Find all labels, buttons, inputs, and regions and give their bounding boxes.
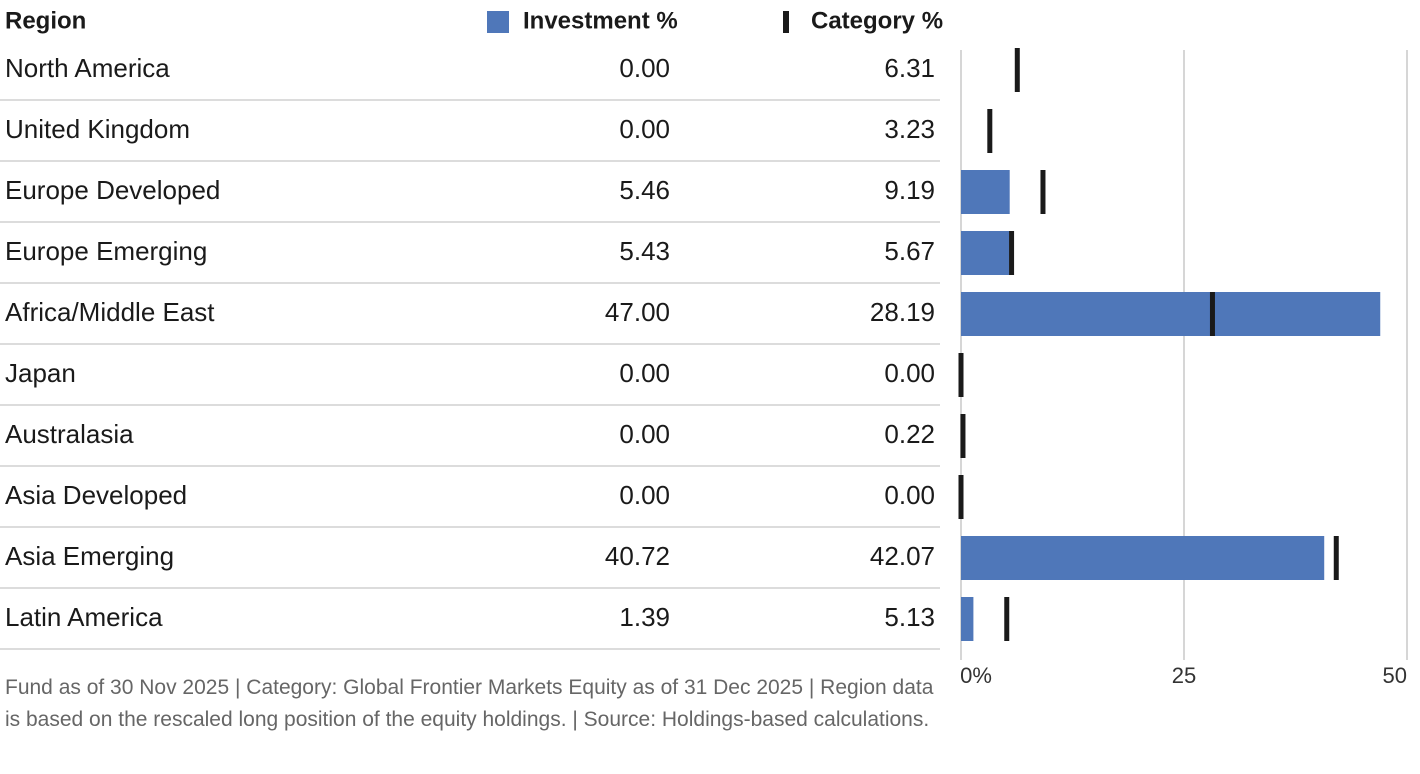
category-marker — [987, 109, 993, 153]
x-tick-label: 0% — [960, 663, 992, 688]
row-label: Asia Developed — [5, 480, 187, 510]
investment-value: 1.39 — [619, 602, 670, 632]
category-value: 0.22 — [884, 419, 935, 449]
investment-value: 0.00 — [619, 53, 670, 83]
row-label: Japan — [5, 358, 76, 388]
legend-swatch — [487, 11, 509, 33]
category-value: 9.19 — [884, 175, 935, 205]
category-marker — [1009, 231, 1015, 275]
legend-label: Investment % — [523, 7, 678, 34]
bar — [961, 231, 1010, 275]
bar — [961, 597, 974, 641]
category-value: 28.19 — [870, 297, 935, 327]
legend-marker — [783, 11, 789, 33]
investment-value: 0.00 — [619, 480, 670, 510]
row-label: North America — [5, 53, 170, 83]
investment-value: 47.00 — [605, 297, 670, 327]
investment-value: 0.00 — [619, 419, 670, 449]
x-tick-label: 25 — [1172, 663, 1196, 688]
investment-value: 0.00 — [619, 114, 670, 144]
footnote: Fund as of 30 Nov 2025 | Category: Globa… — [5, 676, 934, 731]
investment-value: 5.46 — [619, 175, 670, 205]
category-marker — [1333, 536, 1339, 580]
bar — [961, 170, 1010, 214]
category-value: 3.23 — [884, 114, 935, 144]
category-value: 42.07 — [870, 541, 935, 571]
row-label: Australasia — [5, 419, 134, 449]
investment-value: 0.00 — [619, 358, 670, 388]
row-label: Europe Developed — [5, 175, 220, 205]
legend-label: Category % — [811, 7, 943, 34]
category-value: 6.31 — [884, 53, 935, 83]
category-value: 0.00 — [884, 358, 935, 388]
row-label: Africa/Middle East — [5, 297, 215, 327]
category-marker — [1014, 48, 1020, 92]
category-marker — [1209, 292, 1215, 336]
category-marker — [958, 353, 964, 397]
investment-value: 40.72 — [605, 541, 670, 571]
row-label: Asia Emerging — [5, 541, 174, 571]
category-marker — [1040, 170, 1046, 214]
bar — [961, 292, 1381, 336]
bar — [961, 536, 1325, 580]
category-marker — [958, 475, 964, 519]
category-value: 5.67 — [884, 236, 935, 266]
row-label: United Kingdom — [5, 114, 190, 144]
category-value: 5.13 — [884, 602, 935, 632]
column-header: Region — [5, 7, 86, 34]
row-label: Europe Emerging — [5, 236, 207, 266]
category-value: 0.00 — [884, 480, 935, 510]
investment-value: 5.43 — [619, 236, 670, 266]
row-label: Latin America — [5, 602, 163, 632]
x-tick-label: 50 — [1383, 663, 1407, 688]
category-marker — [960, 414, 966, 458]
category-marker — [1004, 597, 1010, 641]
